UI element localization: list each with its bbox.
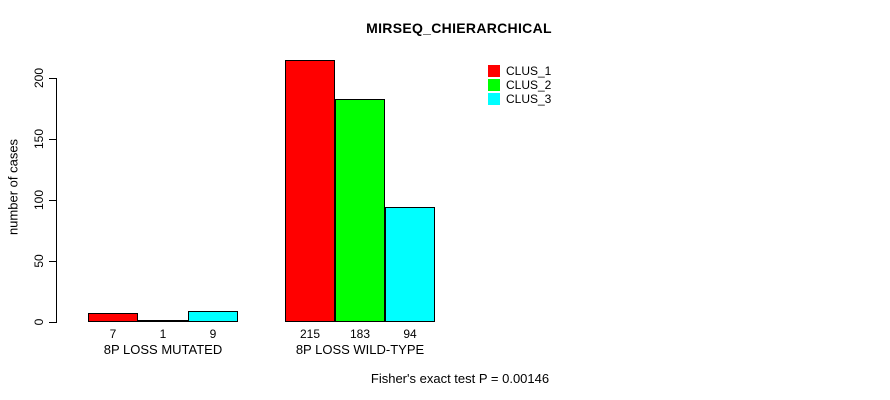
y-axis-line: [56, 78, 57, 323]
y-tick-label: 100: [32, 189, 46, 211]
y-tick-label: 200: [32, 67, 46, 89]
stat-annotation: Fisher's exact test P = 0.00146: [370, 371, 550, 386]
chart-title: MIRSEQ_CHIERARCHICAL: [366, 20, 552, 36]
bar-value-label: 183: [349, 327, 371, 341]
bar-value-label: 94: [403, 327, 417, 341]
y-tick-mark: [49, 261, 56, 262]
y-tick-mark: [49, 78, 56, 79]
bar-value-label: 1: [159, 327, 167, 341]
legend-swatch-icon: [488, 65, 500, 77]
y-tick-mark: [49, 322, 56, 323]
bar-clus_2-2: [335, 99, 385, 322]
y-axis-label: number of cases: [5, 138, 21, 236]
legend-label: CLUS_1: [506, 64, 552, 78]
y-tick-mark: [49, 200, 56, 201]
bar-clus_2-1: [138, 320, 188, 322]
legend-item-clus_3: CLUS_3: [488, 92, 551, 106]
category-label: 8P LOSS WILD-TYPE: [295, 342, 425, 357]
legend-label: CLUS_3: [506, 92, 552, 106]
legend-swatch-icon: [488, 79, 500, 91]
y-tick-label: 150: [32, 128, 46, 150]
y-tick-mark: [49, 139, 56, 140]
bar-clus_1-1: [88, 313, 138, 322]
y-tick-label: 0: [32, 318, 46, 326]
bar-value-label: 215: [299, 327, 321, 341]
legend-label: CLUS_2: [506, 78, 552, 92]
bar-value-label: 9: [209, 327, 217, 341]
category-label: 8P LOSS MUTATED: [103, 342, 223, 357]
bar-clus_3-2: [385, 207, 435, 322]
bar-clus_3-1: [188, 311, 238, 322]
bar-value-label: 7: [109, 327, 117, 341]
bar-clus_1-2: [285, 60, 335, 322]
legend-item-clus_1: CLUS_1: [488, 64, 551, 78]
legend: CLUS_1 CLUS_2 CLUS_3: [488, 64, 551, 106]
legend-swatch-icon: [488, 93, 500, 105]
legend-item-clus_2: CLUS_2: [488, 78, 551, 92]
y-tick-label: 50: [32, 254, 46, 268]
